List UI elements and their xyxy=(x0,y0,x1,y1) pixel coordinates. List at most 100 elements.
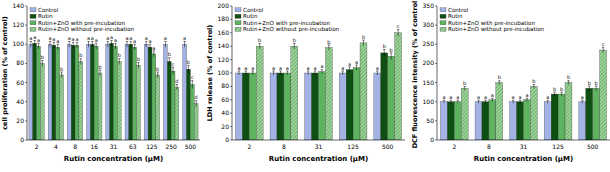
y-tick xyxy=(230,99,232,100)
error-line xyxy=(196,101,197,107)
letters: aaaaaaaaaaaaaaaabbaaaaaaaccbbbbbbbdd xyxy=(29,34,197,100)
error-bar xyxy=(95,43,97,49)
panel: aaaaaaaabbaaabbbbbbc05010015020025030035… xyxy=(411,0,610,163)
bar xyxy=(117,62,121,140)
x-tick-label: 8 xyxy=(282,143,286,150)
y-tick xyxy=(230,73,232,74)
bar xyxy=(137,65,141,140)
y-tick xyxy=(435,6,437,7)
error-line xyxy=(315,71,316,75)
error-bar xyxy=(498,81,500,85)
error-bar xyxy=(118,59,120,65)
error-bar xyxy=(463,86,465,90)
letter: b xyxy=(588,80,591,86)
error-line xyxy=(80,59,81,65)
error-bar xyxy=(328,45,330,50)
error-bar xyxy=(33,40,35,46)
letter: a xyxy=(29,35,32,41)
error-bar xyxy=(245,71,247,75)
letter: a xyxy=(376,65,379,71)
error-line xyxy=(42,61,43,67)
bar xyxy=(56,47,60,140)
letter: a xyxy=(33,34,36,40)
error-line xyxy=(176,84,177,90)
letter: b xyxy=(168,51,171,57)
bar xyxy=(475,102,482,140)
bar xyxy=(461,88,468,140)
error-bar xyxy=(91,41,93,47)
error-bar xyxy=(397,29,399,36)
error-line xyxy=(450,100,451,103)
error-bar xyxy=(41,61,43,67)
y-tick-label: 80 xyxy=(221,82,229,89)
letter: a xyxy=(152,45,155,51)
error-line xyxy=(157,72,158,78)
y-tick xyxy=(25,82,27,83)
bar xyxy=(163,44,167,140)
letter: a xyxy=(110,34,113,40)
bar xyxy=(114,46,118,140)
error-bar xyxy=(238,71,240,75)
letter: b xyxy=(595,80,598,86)
letter: a xyxy=(525,92,528,98)
letter: a xyxy=(237,65,240,71)
y-tick-label: 250 xyxy=(423,40,435,47)
bar xyxy=(353,68,360,140)
x-tick-label: 4 xyxy=(54,143,58,150)
letter: a xyxy=(341,65,344,71)
error-bar xyxy=(477,100,479,103)
error-line xyxy=(384,50,385,57)
legend-swatch xyxy=(30,8,36,12)
error-bar xyxy=(450,100,452,103)
bar xyxy=(284,73,291,140)
error-line xyxy=(478,100,479,103)
x-tick-label: 500 xyxy=(587,143,599,150)
bar xyxy=(277,73,284,140)
error-line xyxy=(115,43,116,49)
y-tick-label: 140 xyxy=(13,2,25,9)
letter: a xyxy=(546,94,549,100)
x-tick-label: 31 xyxy=(315,143,323,150)
bar xyxy=(48,44,52,140)
error-line xyxy=(443,100,444,103)
error-bar xyxy=(443,100,445,103)
bar xyxy=(249,73,256,140)
y-tick-label: 200 xyxy=(423,59,435,66)
error-line xyxy=(492,98,493,101)
y-tick xyxy=(25,120,27,121)
letter: a xyxy=(75,36,78,42)
legend-swatch xyxy=(440,21,446,25)
error-line xyxy=(126,41,127,47)
error-line xyxy=(308,71,309,75)
bar xyxy=(190,84,194,140)
y-tick-label: 0 xyxy=(20,136,24,143)
error-bar xyxy=(110,40,112,46)
error-bar xyxy=(355,65,357,70)
panel: aaaaaaaaaaaaaaaabbaaaaaaaccbbbbbbbdd0204… xyxy=(1,2,200,163)
error-bar xyxy=(114,43,116,49)
letter: a xyxy=(72,36,75,42)
error-line xyxy=(130,41,131,47)
letter: a xyxy=(95,37,98,43)
y-tick-label: 140 xyxy=(218,42,230,49)
error-bar xyxy=(457,100,459,103)
error-line xyxy=(561,92,562,96)
error-bar xyxy=(145,41,147,47)
bar xyxy=(454,102,461,140)
letter: a xyxy=(164,35,167,41)
error-bar xyxy=(37,43,39,49)
error-bar xyxy=(286,71,288,75)
legend-label: Control xyxy=(38,7,59,13)
y-tick xyxy=(435,82,437,83)
y-tick-label: 20 xyxy=(16,117,24,124)
legend-swatch xyxy=(30,21,36,25)
error-line xyxy=(111,40,112,46)
error-line xyxy=(273,71,274,75)
x-tick-label: 8 xyxy=(73,143,77,150)
letter: b xyxy=(60,66,63,72)
error-bar xyxy=(191,81,193,89)
error-line xyxy=(57,44,58,50)
error-line xyxy=(391,53,392,60)
error-line xyxy=(134,44,135,50)
x-tick-label: 500 xyxy=(185,143,197,150)
